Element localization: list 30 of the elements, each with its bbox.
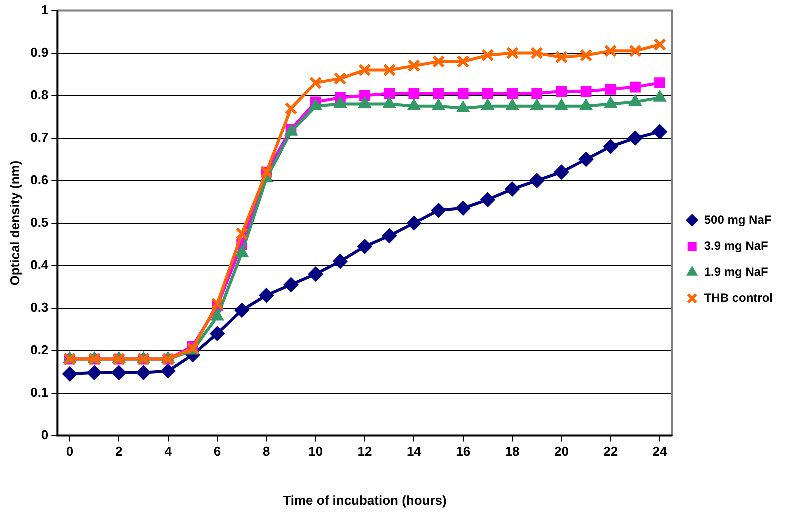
y-tick-label: 0.8 bbox=[30, 87, 49, 102]
x-tick-label: 20 bbox=[554, 444, 569, 460]
x-tick-label: 0 bbox=[66, 444, 74, 460]
x-tick-label: 12 bbox=[358, 444, 372, 460]
x-tick-label: 22 bbox=[604, 444, 618, 460]
x-tick-label: 14 bbox=[406, 444, 422, 460]
y-tick-label: 0 bbox=[41, 427, 49, 442]
x-tick-label: 24 bbox=[652, 444, 668, 460]
y-tick-label: 0.1 bbox=[30, 384, 49, 400]
y-axis-title: Optical density (nm) bbox=[7, 160, 22, 286]
x-tick-label: 18 bbox=[505, 444, 520, 460]
x-tick-label: 6 bbox=[214, 444, 222, 460]
legend-label: 500 mg NaF bbox=[704, 212, 772, 227]
x-tick-label: 16 bbox=[456, 444, 471, 460]
y-tick-label: 0.6 bbox=[30, 172, 49, 188]
x-tick-label: 4 bbox=[164, 444, 173, 460]
y-tick-label: 0.5 bbox=[30, 214, 49, 230]
x-tick-label: 10 bbox=[308, 444, 324, 460]
y-tick-label: 0.7 bbox=[30, 130, 49, 145]
x-tick-label: 2 bbox=[116, 444, 123, 460]
legend-label: 1.9 mg NaF bbox=[704, 264, 768, 279]
y-tick-label: 0.2 bbox=[30, 342, 49, 358]
y-tick-label: 0.3 bbox=[30, 300, 49, 315]
y-tick-label: 0.4 bbox=[30, 257, 50, 272]
legend-label: THB control bbox=[704, 290, 774, 305]
y-tick-label: 1 bbox=[41, 2, 49, 18]
y-tick-label: 0.9 bbox=[30, 44, 49, 60]
legend-label: 3.9 mg NaF bbox=[704, 238, 768, 253]
x-tick-label: 8 bbox=[263, 444, 270, 460]
x-axis-title: Time of incubation (hours) bbox=[283, 492, 447, 508]
